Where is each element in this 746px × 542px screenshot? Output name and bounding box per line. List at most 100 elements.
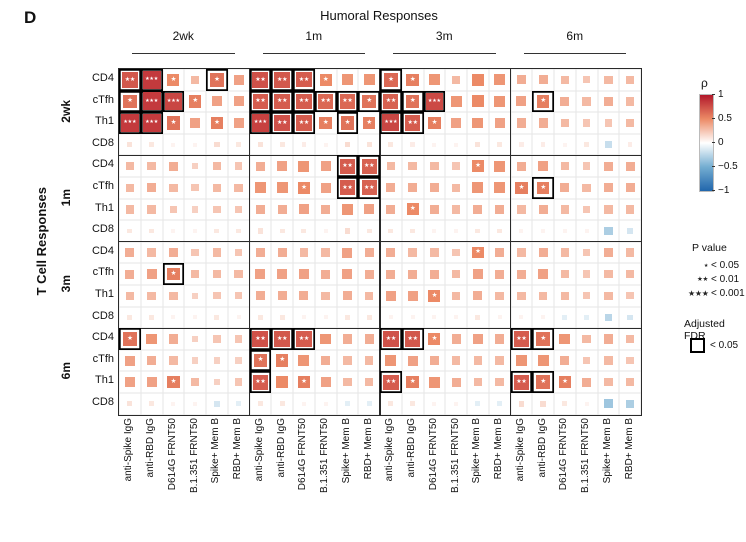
heatmap-cell-square [320, 182, 331, 193]
heatmap-cell [554, 112, 576, 134]
heatmap-cell-square [540, 401, 546, 407]
heatmap-cell: ★ [402, 199, 424, 221]
heatmap-cell-square [125, 269, 135, 279]
heatmap-cell-square [344, 228, 351, 234]
colorbar-tick-label: 0.5 [718, 112, 732, 124]
heatmap-cell-square: ★★ [513, 374, 530, 390]
heatmap-cell [402, 242, 424, 264]
colorbar-tick-label: 0 [718, 136, 724, 148]
heatmap-cell-square [171, 315, 176, 320]
pvalue-threshold-label: < 0.001 [711, 288, 745, 299]
heatmap-cell-square: ★ [428, 333, 441, 345]
row-label: Th1 [95, 201, 114, 214]
significance-stars: ★★ [277, 335, 288, 342]
col-group-underline [393, 53, 496, 55]
heatmap-cell [163, 134, 185, 156]
heatmap-cell-square [255, 269, 266, 280]
heatmap-cell-square [537, 355, 549, 367]
heatmap-cell-square [146, 377, 157, 388]
heatmap-cell-square [213, 357, 221, 364]
fdr-swatch [690, 338, 705, 353]
heatmap-cell [119, 393, 141, 415]
heatmap-cell-square: ★★ [274, 72, 290, 88]
heatmap-cell [271, 242, 293, 264]
heatmap-cell [141, 242, 163, 264]
column-label: Spike+ Mem B [597, 418, 619, 538]
heatmap-cell-square: ★★ [404, 331, 421, 347]
heatmap-cell-square [277, 291, 287, 301]
heatmap-cell [424, 134, 446, 156]
heatmap-cell-square [560, 248, 570, 257]
heatmap-cell [228, 199, 250, 221]
heatmap-cell [619, 307, 641, 329]
column-label-text: RBD+ Mem B [623, 417, 635, 479]
heatmap-cell-square: ★★ [382, 330, 399, 348]
heatmap-cell-square: ★★ [340, 94, 355, 109]
heatmap-cell [206, 199, 228, 221]
heatmap-cell-square [236, 315, 241, 320]
heatmap-cell-square [494, 160, 506, 172]
heatmap-cell-square: ★ [515, 181, 528, 195]
heatmap-cell [489, 263, 511, 285]
heatmap-cell [489, 307, 511, 329]
heatmap-cell: ★ [315, 112, 337, 134]
pvalue-legend-item: ★★★ < 0.001 [688, 288, 746, 300]
heatmap-cell-square [386, 204, 396, 214]
heatmap-cell-square [323, 142, 328, 147]
heatmap-cell-square [234, 335, 243, 343]
heatmap-cell [315, 307, 337, 329]
heatmap-cell [119, 350, 141, 372]
heatmap-cell: ★★ [293, 328, 315, 350]
heatmap-cell-square [363, 74, 375, 86]
heatmap-cell-square [168, 161, 178, 171]
pvalue-stars-icon: ★★★ [688, 289, 709, 298]
heatmap-cell-square [430, 162, 439, 171]
heatmap-cell-square [191, 292, 199, 300]
heatmap-cell-square [432, 142, 437, 147]
heatmap-cell-square [494, 95, 506, 107]
heatmap-cell-square: ★ [406, 73, 419, 87]
heatmap-cell [250, 177, 272, 199]
heatmap-cell-square [169, 183, 178, 192]
heatmap-cell [315, 371, 337, 393]
heatmap-cell: ★ [532, 177, 554, 199]
heatmap-cell [467, 307, 489, 329]
heatmap-cell [489, 350, 511, 372]
heatmap-cell [119, 199, 141, 221]
heatmap-cell [554, 263, 576, 285]
heatmap-cell-square [255, 248, 265, 258]
heatmap-cell [619, 263, 641, 285]
heatmap-cell-square [582, 76, 591, 84]
heatmap-cell-square [168, 334, 178, 344]
heatmap-cell-square: ★ [406, 375, 419, 389]
heatmap-cell-square [603, 183, 613, 193]
heatmap-cell [380, 285, 402, 307]
heatmap-cell-square: ★ [297, 375, 311, 389]
col-group-label: 1m [305, 29, 323, 43]
heatmap-cell [511, 220, 533, 242]
heatmap-cell [576, 155, 598, 177]
heatmap-cell [141, 328, 163, 350]
heatmap-cell [271, 134, 293, 156]
heatmap-cell [206, 307, 228, 329]
heatmap-cell-square [408, 248, 417, 257]
heatmap-cell [598, 220, 620, 242]
heatmap-cell-square [190, 117, 201, 128]
heatmap-cell-square [604, 75, 613, 84]
heatmap-cell-square [516, 269, 526, 279]
significance-stars: ★ [214, 75, 220, 83]
column-label-text: anti-Spike IgG [514, 417, 526, 481]
y-axis-title-text: T Cell Responses [33, 186, 49, 295]
heatmap-cell [598, 112, 620, 134]
col-group-label: 6m [566, 29, 584, 43]
heatmap-cell-square [604, 205, 613, 214]
heatmap-cell: ★★ [271, 328, 293, 350]
heatmap-cell [489, 393, 511, 415]
heatmap-cell [228, 69, 250, 91]
significance-stars: ★★ [385, 335, 396, 342]
heatmap-cell [163, 242, 185, 264]
heatmap-cell [554, 155, 576, 177]
heatmap-cell-square [171, 401, 176, 406]
heatmap-cell-square [429, 356, 439, 366]
heatmap-cell-square [495, 334, 505, 344]
